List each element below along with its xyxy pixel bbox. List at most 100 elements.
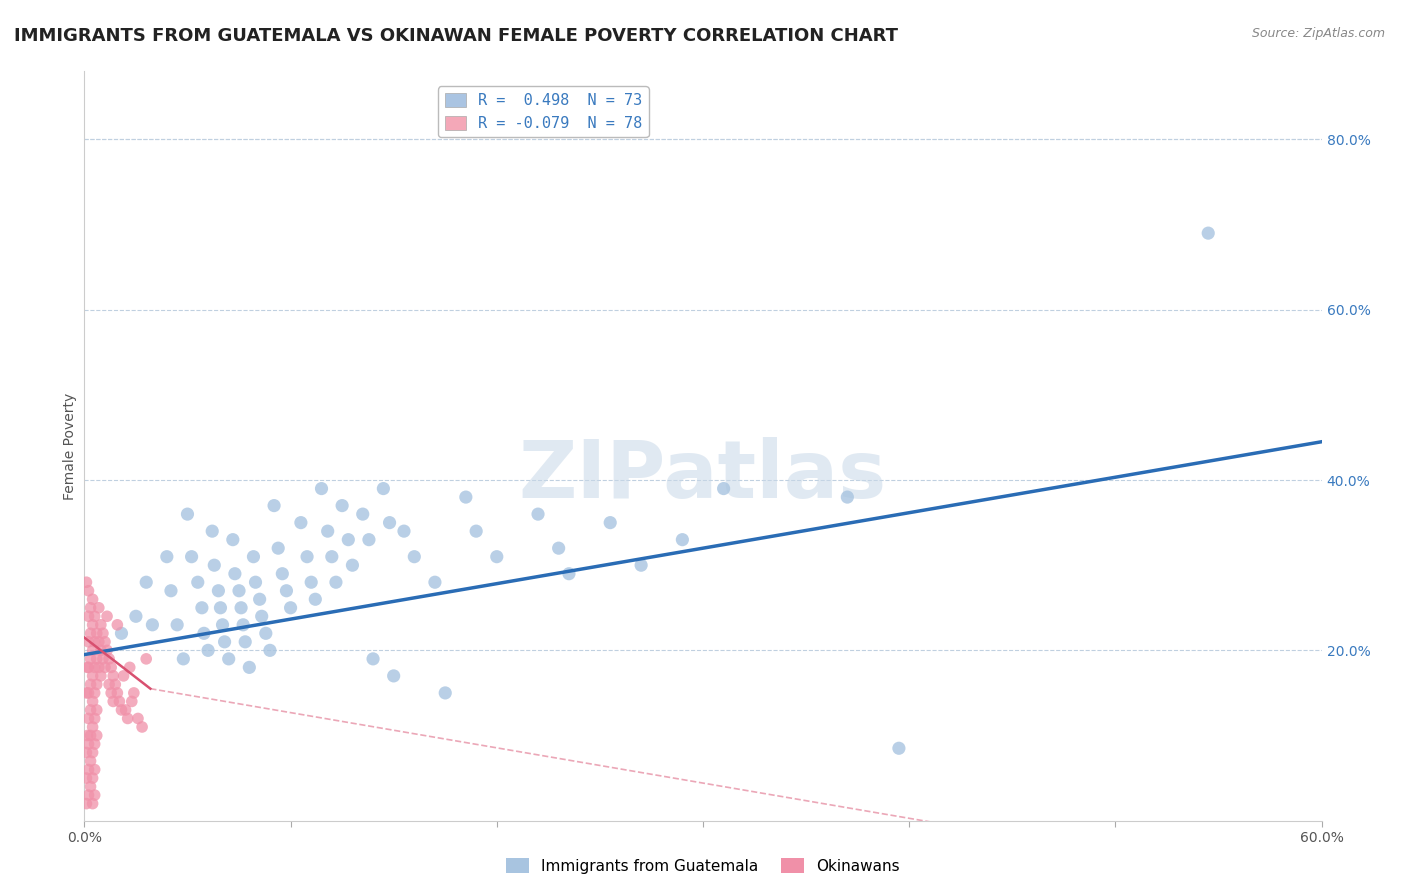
Point — [75, 686, 97, 700]
Point — [321, 549, 343, 564]
Point — [82, 720, 104, 734]
Point — [82, 669, 104, 683]
Point — [77, 660, 100, 674]
Point — [713, 482, 735, 496]
Point — [232, 617, 254, 632]
Point — [77, 763, 100, 777]
Point — [423, 575, 446, 590]
Point — [837, 490, 859, 504]
Point — [271, 566, 294, 581]
Point — [77, 711, 100, 725]
Point — [86, 626, 108, 640]
Point — [75, 575, 97, 590]
Point — [330, 499, 353, 513]
Point — [176, 507, 198, 521]
Point — [75, 771, 97, 785]
Point — [86, 703, 108, 717]
Point — [454, 490, 477, 504]
Point — [160, 583, 183, 598]
Point — [238, 660, 260, 674]
Point — [141, 617, 163, 632]
Point — [166, 617, 188, 632]
Point — [156, 549, 179, 564]
Point — [276, 583, 298, 598]
Point — [254, 626, 277, 640]
Point — [77, 635, 100, 649]
Point — [77, 737, 100, 751]
Point — [79, 754, 101, 768]
Point — [94, 660, 117, 674]
Point — [267, 541, 290, 556]
Point — [82, 771, 104, 785]
Point — [91, 626, 114, 640]
Point — [110, 703, 132, 717]
Point — [98, 677, 121, 691]
Point — [233, 635, 256, 649]
Point — [105, 686, 128, 700]
Point — [79, 677, 101, 691]
Point — [228, 583, 250, 598]
Point — [197, 643, 219, 657]
Point — [280, 600, 302, 615]
Point — [83, 686, 105, 700]
Point — [434, 686, 457, 700]
Point — [209, 600, 232, 615]
Point — [214, 635, 236, 649]
Point — [103, 669, 125, 683]
Point — [187, 575, 209, 590]
Point — [104, 677, 127, 691]
Point — [77, 686, 100, 700]
Point — [105, 617, 128, 632]
Point — [112, 669, 135, 683]
Point — [76, 729, 98, 743]
Point — [229, 600, 252, 615]
Legend: Immigrants from Guatemala, Okinawans: Immigrants from Guatemala, Okinawans — [501, 852, 905, 880]
Point — [121, 694, 143, 708]
Point — [527, 507, 550, 521]
Point — [361, 652, 384, 666]
Point — [325, 575, 347, 590]
Point — [172, 652, 194, 666]
Point — [87, 635, 110, 649]
Point — [100, 686, 122, 700]
Point — [193, 626, 215, 640]
Point — [392, 524, 415, 538]
Point — [558, 566, 581, 581]
Point — [245, 575, 267, 590]
Point — [82, 643, 104, 657]
Point — [404, 549, 426, 564]
Point — [304, 592, 326, 607]
Point — [316, 524, 339, 538]
Point — [122, 686, 145, 700]
Point — [125, 609, 148, 624]
Point — [103, 694, 125, 708]
Y-axis label: Female Poverty: Female Poverty — [63, 392, 77, 500]
Point — [79, 652, 101, 666]
Point — [242, 549, 264, 564]
Point — [100, 660, 122, 674]
Point — [87, 600, 110, 615]
Point — [357, 533, 380, 547]
Point — [75, 746, 97, 760]
Point — [82, 746, 104, 760]
Point — [98, 652, 121, 666]
Text: ZIPatlas: ZIPatlas — [519, 437, 887, 515]
Point — [90, 617, 112, 632]
Point — [75, 797, 97, 811]
Point — [127, 711, 149, 725]
Point — [465, 524, 488, 538]
Point — [83, 609, 105, 624]
Point — [218, 652, 240, 666]
Text: IMMIGRANTS FROM GUATEMALA VS OKINAWAN FEMALE POVERTY CORRELATION CHART: IMMIGRANTS FROM GUATEMALA VS OKINAWAN FE… — [14, 27, 898, 45]
Point — [77, 788, 100, 802]
Point — [263, 499, 285, 513]
Point — [96, 609, 118, 624]
Point — [311, 482, 333, 496]
Point — [76, 660, 98, 674]
Point — [83, 660, 105, 674]
Point — [373, 482, 395, 496]
Point — [83, 788, 105, 802]
Point — [77, 609, 100, 624]
Point — [887, 741, 910, 756]
Point — [94, 635, 117, 649]
